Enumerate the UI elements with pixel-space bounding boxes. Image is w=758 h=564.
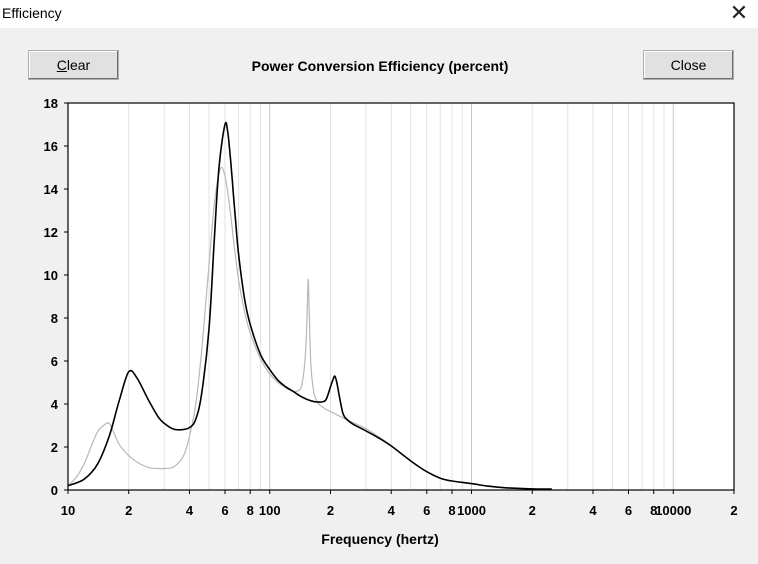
y-tick-label: 12: [44, 225, 58, 240]
y-tick-label: 0: [51, 483, 58, 498]
window-title: Efficiency: [2, 5, 62, 21]
series-line-grey: [67, 166, 552, 490]
clear-button-label: lear: [66, 57, 91, 73]
x-tick-label: 6: [423, 503, 430, 518]
y-tick-label: 2: [51, 440, 58, 455]
x-axis-label: Frequency (hertz): [321, 531, 439, 547]
x-tick-label: 8: [650, 503, 657, 518]
x-tick-label: 6: [221, 503, 228, 518]
y-tick-label: 8: [51, 311, 58, 326]
x-tick-label: 4: [589, 503, 597, 518]
chart-title: Power Conversion Efficiency (percent): [251, 58, 509, 74]
plot-area: [68, 103, 734, 490]
y-tick-label: 16: [44, 139, 58, 154]
close-icon[interactable]: ✕: [729, 0, 749, 25]
x-tick-label: 10000: [655, 503, 691, 518]
x-tick-label: 2: [730, 503, 737, 518]
close-button[interactable]: Close: [643, 50, 734, 80]
x-tick-label: 10: [61, 503, 75, 518]
x-tick-label: 8: [448, 503, 455, 518]
x-tick-label: 6: [625, 503, 632, 518]
y-tick-label: 18: [44, 96, 58, 111]
plot-frame: [67, 102, 735, 491]
x-tick-label: 8: [247, 503, 254, 518]
clear-button-mnemonic: C: [56, 57, 67, 73]
title-bar: Efficiency ✕: [0, 0, 758, 28]
x-tick-label: 100: [259, 503, 281, 518]
x-tick-label: 2: [529, 503, 536, 518]
x-tick-label: 1000: [457, 503, 486, 518]
y-tick-label: 6: [51, 354, 58, 369]
y-tick-label: 10: [44, 268, 58, 283]
x-tick-label: 2: [327, 503, 334, 518]
x-tick-label: 4: [186, 503, 194, 518]
y-tick-label: 14: [44, 182, 59, 197]
x-tick-label: 4: [388, 503, 396, 518]
x-tick-label: 2: [125, 503, 132, 518]
y-tick-label: 4: [51, 397, 59, 412]
series-line-black: [67, 121, 552, 490]
